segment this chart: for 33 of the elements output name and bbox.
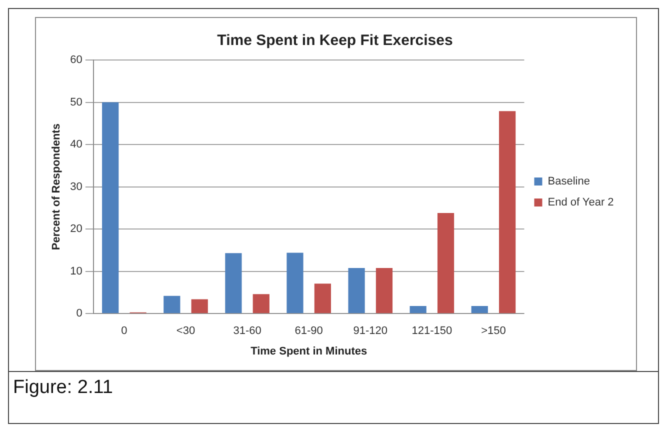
x-tick-label: 31-60 [233, 325, 262, 338]
y-tick-label: 0 [76, 308, 82, 320]
y-tick-label: 10 [70, 265, 82, 278]
bar [252, 294, 270, 314]
x-tick-label: 121-150 [412, 325, 452, 338]
bar [191, 299, 208, 314]
legend-label: Baseline [548, 176, 590, 188]
y-tick-label: 20 [70, 223, 82, 236]
y-tick-label: 50 [70, 96, 82, 108]
x-tick-label: <30 [176, 325, 196, 338]
bar [499, 111, 516, 314]
x-tick-label: 61-90 [294, 325, 323, 338]
bar [348, 268, 365, 314]
text: Figure: 2.11 [13, 377, 113, 399]
y-tick-label: 60 [70, 54, 82, 66]
bar [314, 284, 331, 314]
x-tick-label: 91-120 [353, 325, 388, 338]
bar [225, 253, 242, 314]
y-tick-label: 40 [70, 138, 82, 151]
bar [164, 296, 180, 314]
chart-title: Time Spent in Keep Fit Exercises [217, 32, 453, 50]
bar [376, 268, 393, 314]
y-axis-title: Percent of Respondents [50, 124, 63, 250]
x-tick-label: >150 [481, 325, 506, 338]
x-axis-title: Time Spent in Minutes [250, 345, 368, 358]
bar [286, 252, 304, 314]
legend-label: End of Year 2 [548, 196, 614, 209]
bar [102, 102, 119, 314]
bar [471, 306, 488, 314]
bar [437, 213, 454, 314]
bar [410, 306, 426, 314]
x-tick-label: 0 [121, 325, 128, 338]
y-tick-label: 30 [70, 180, 82, 193]
